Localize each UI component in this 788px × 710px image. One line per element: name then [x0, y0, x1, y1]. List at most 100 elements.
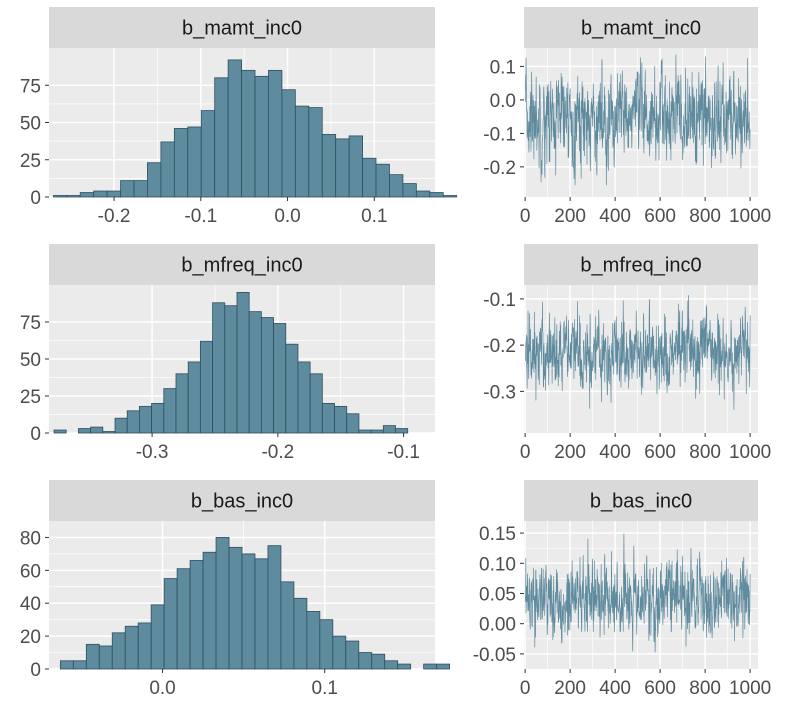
- histogram-bar: [273, 323, 287, 434]
- histogram-bar: [254, 75, 269, 198]
- histogram-bar: [200, 110, 216, 198]
- histogram-bar: [309, 373, 323, 434]
- facet-2: b_mamt_inc0 -0.2 -0.1 0.0 0.1 0 200 400 600 800 10…: [483, 7, 771, 227]
- histogram-bars: [53, 291, 409, 434]
- y-tick-label: 0: [30, 188, 41, 209]
- histogram-bar: [397, 663, 412, 670]
- histogram-bar: [389, 174, 404, 198]
- y-tick-label: 0.1: [490, 57, 516, 78]
- histogram-bar: [306, 611, 321, 670]
- x-tick-label: 400: [599, 206, 631, 227]
- y-tick-label: 40: [20, 594, 41, 615]
- y-tick-label: 75: [20, 313, 41, 334]
- facet-1: b_mamt_inc0 0 25 50 75 -0.2 -0.1 0.0 0.1: [20, 7, 458, 227]
- histogram-bar: [294, 105, 310, 198]
- histogram-bar: [382, 425, 396, 434]
- histogram-bar: [285, 343, 299, 434]
- histogram-bar: [189, 560, 204, 670]
- trace-line: [525, 295, 751, 410]
- facet-5: b_bas_inc0 0 20 40 60 80 0.0 0.1: [20, 480, 450, 699]
- y-tick-label: 0.0: [490, 91, 516, 112]
- histogram-bar: [321, 134, 337, 198]
- histogram-bar: [79, 192, 95, 198]
- histogram-bar: [163, 388, 177, 434]
- histogram-bar: [260, 317, 274, 434]
- axes: -0.2 -0.1 0.0 0.1 0 200 400 600 800 1000: [483, 57, 771, 227]
- y-tick-label: -0.2: [483, 158, 516, 179]
- facet-strip: [524, 7, 758, 48]
- histogram-bar: [133, 180, 148, 198]
- facet-strip: [524, 480, 758, 521]
- histogram-bars: [59, 537, 450, 670]
- histogram-bar: [297, 361, 311, 434]
- histogram-bar: [402, 183, 417, 198]
- x-tick-label: 0: [520, 206, 531, 227]
- x-tick-label: 0.1: [361, 206, 387, 227]
- x-tick-label: 1000: [729, 442, 771, 463]
- histogram-bar: [371, 653, 386, 670]
- y-tick-label: 0: [30, 424, 41, 445]
- y-tick-label: 50: [20, 114, 41, 135]
- x-tick-label: 600: [644, 442, 676, 463]
- x-tick-label: 800: [689, 678, 721, 699]
- histogram-bar: [375, 163, 390, 198]
- facet-strip: [49, 480, 435, 521]
- histogram-bar: [348, 135, 363, 198]
- x-tick-label: 0: [520, 442, 531, 463]
- y-tick-label: -0.1: [483, 124, 516, 145]
- histogram-bar: [106, 190, 121, 198]
- y-tick-label: 25: [20, 151, 41, 172]
- histogram-bar: [202, 551, 217, 670]
- facet-strip-label: b_mfreq_inc0: [181, 255, 302, 277]
- axes: 0 20 40 60 80 0.0 0.1: [20, 528, 338, 699]
- histogram-bar: [423, 663, 438, 670]
- y-tick-label: -0.3: [483, 382, 516, 403]
- histogram-bar: [436, 663, 450, 670]
- histogram-bar: [429, 192, 444, 198]
- trace-line: [525, 533, 751, 653]
- histogram-bar: [176, 568, 191, 670]
- histogram-bars: [52, 59, 458, 198]
- y-tick-label: 75: [20, 76, 41, 97]
- histogram-bar: [215, 537, 230, 670]
- facet-strip-label: b_bas_inc0: [590, 491, 692, 513]
- histogram-bar: [147, 162, 162, 198]
- histogram-bar: [362, 157, 377, 198]
- histogram-bar: [335, 138, 350, 198]
- histogram-bar: [358, 652, 373, 670]
- y-tick-label: 25: [20, 387, 41, 408]
- histogram-bar: [137, 622, 152, 670]
- y-tick-label: 0: [30, 660, 41, 681]
- facet-strip: [49, 244, 435, 285]
- axes: -0.05 0.00 0.05 0.10 0.15 0 200 400 600 800 1000: [473, 524, 772, 699]
- histogram-bar: [52, 195, 68, 198]
- x-tick-label: 0.0: [274, 206, 300, 227]
- histogram-bar: [212, 302, 226, 434]
- x-tick-label: -0.1: [184, 206, 217, 227]
- y-tick-label: -0.2: [483, 336, 516, 357]
- x-tick-label: 1000: [729, 678, 771, 699]
- histogram-bar: [199, 340, 213, 434]
- histogram-bar: [370, 429, 384, 434]
- histogram-bar: [293, 597, 308, 670]
- facet-4: b_mfreq_inc0 -0.3 -0.2 -0.1 0 200 400 600 800 100…: [483, 244, 771, 463]
- facet-6: b_bas_inc0 -0.05 0.00 0.05 0.10 0.15 0 200 400 60…: [473, 480, 772, 699]
- x-tick-label: 400: [599, 442, 631, 463]
- y-tick-label: 0.00: [479, 615, 516, 636]
- axes: 0 25 50 75 -0.2 -0.1 0.0 0.1: [20, 76, 388, 227]
- x-tick-label: 400: [599, 678, 631, 699]
- histogram-bar: [224, 305, 238, 434]
- y-tick-label: 0.05: [479, 584, 516, 605]
- facet-strip: [524, 244, 758, 285]
- histogram-bar: [187, 126, 202, 198]
- facet-strip-label: b_bas_inc0: [191, 491, 293, 513]
- x-tick-label: 600: [644, 678, 676, 699]
- histogram-bar: [241, 69, 256, 198]
- x-tick-label: 0: [520, 678, 531, 699]
- histogram-bar: [332, 635, 347, 670]
- x-tick-label: -0.2: [261, 442, 294, 463]
- facet-strip-label: b_mfreq_inc0: [580, 255, 701, 277]
- histogram-bar: [126, 410, 140, 434]
- histogram-bar: [321, 402, 335, 434]
